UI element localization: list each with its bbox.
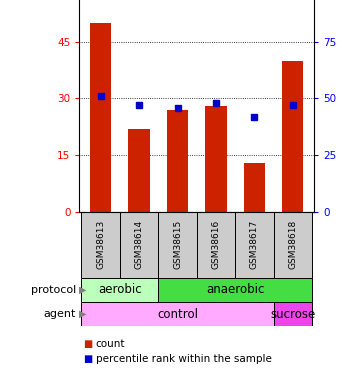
Bar: [244, 163, 265, 212]
Text: sucrose: sucrose: [270, 308, 316, 321]
Bar: [235, 212, 274, 278]
Bar: [282, 61, 304, 212]
Text: percentile rank within the sample: percentile rank within the sample: [96, 354, 271, 364]
Text: ■: ■: [83, 354, 92, 364]
Text: anaerobic: anaerobic: [206, 283, 264, 296]
Text: ▶: ▶: [79, 309, 86, 319]
Text: GSM38615: GSM38615: [173, 220, 182, 269]
Bar: [158, 278, 312, 302]
Bar: [81, 278, 158, 302]
Text: count: count: [96, 339, 125, 349]
Text: GSM38614: GSM38614: [135, 220, 144, 269]
Bar: [158, 212, 197, 278]
Bar: [274, 212, 312, 278]
Bar: [205, 106, 227, 212]
Text: control: control: [157, 308, 198, 321]
Bar: [129, 129, 149, 212]
Text: ■: ■: [83, 339, 92, 349]
Bar: [81, 302, 274, 326]
Text: ▶: ▶: [79, 285, 86, 295]
Text: aerobic: aerobic: [98, 283, 142, 296]
Text: GSM38617: GSM38617: [250, 220, 259, 269]
Bar: [167, 110, 188, 212]
Text: agent: agent: [43, 309, 76, 319]
Text: GSM38618: GSM38618: [288, 220, 297, 269]
Bar: [81, 212, 120, 278]
Bar: [197, 212, 235, 278]
Bar: [120, 212, 158, 278]
Bar: [90, 23, 111, 212]
Text: GSM38616: GSM38616: [212, 220, 221, 269]
Text: GSM38613: GSM38613: [96, 220, 105, 269]
Bar: [274, 302, 312, 326]
Text: protocol: protocol: [31, 285, 76, 295]
